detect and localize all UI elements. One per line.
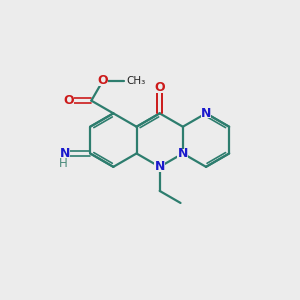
Bar: [97, 76, 108, 86]
Text: N: N: [154, 160, 165, 173]
Text: H: H: [58, 157, 67, 170]
Bar: [154, 162, 165, 172]
Text: O: O: [154, 81, 165, 94]
Bar: [177, 148, 188, 158]
Text: O: O: [98, 74, 108, 87]
Bar: [201, 108, 212, 118]
Bar: [63, 96, 74, 106]
Text: O: O: [63, 94, 74, 107]
Text: CH₃: CH₃: [126, 76, 145, 86]
Bar: [59, 148, 70, 158]
Text: N: N: [178, 147, 188, 160]
Text: N: N: [60, 147, 70, 160]
Text: N: N: [201, 107, 211, 120]
Bar: [154, 83, 165, 93]
